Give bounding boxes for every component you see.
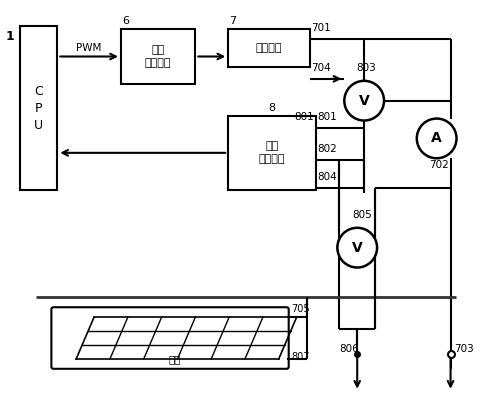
Text: 升压电路: 升压电路 bbox=[255, 43, 282, 53]
Text: 801: 801 bbox=[294, 112, 314, 121]
Text: 803: 803 bbox=[356, 63, 376, 73]
Bar bbox=[121, 29, 195, 84]
Text: 6: 6 bbox=[122, 16, 129, 26]
Text: 703: 703 bbox=[455, 344, 474, 354]
Text: 信号
发生电路: 信号 发生电路 bbox=[145, 45, 172, 68]
Text: 704: 704 bbox=[312, 63, 331, 73]
Text: 705: 705 bbox=[292, 304, 310, 314]
Bar bbox=[228, 29, 310, 67]
Circle shape bbox=[417, 119, 457, 158]
Text: 信号
采集电路: 信号 采集电路 bbox=[258, 141, 285, 164]
FancyBboxPatch shape bbox=[51, 307, 289, 369]
Text: 地网: 地网 bbox=[169, 354, 181, 364]
Text: 702: 702 bbox=[429, 160, 449, 170]
Text: 1: 1 bbox=[5, 30, 14, 42]
Text: 806: 806 bbox=[339, 344, 359, 354]
Text: 802: 802 bbox=[317, 145, 337, 154]
Text: 801: 801 bbox=[317, 112, 337, 121]
Text: 805: 805 bbox=[352, 210, 372, 220]
Text: PWM: PWM bbox=[76, 42, 102, 52]
Text: 701: 701 bbox=[312, 23, 331, 33]
Text: 7: 7 bbox=[230, 16, 237, 26]
Bar bbox=[20, 26, 57, 190]
Circle shape bbox=[337, 228, 377, 268]
Text: 8: 8 bbox=[268, 103, 276, 113]
Circle shape bbox=[344, 81, 384, 121]
Bar bbox=[228, 116, 316, 190]
Text: V: V bbox=[352, 241, 362, 254]
Text: V: V bbox=[359, 94, 370, 108]
Text: 804: 804 bbox=[317, 172, 337, 182]
Text: C
P
U: C P U bbox=[34, 85, 43, 132]
Text: 807: 807 bbox=[292, 352, 310, 362]
Text: A: A bbox=[431, 131, 442, 145]
